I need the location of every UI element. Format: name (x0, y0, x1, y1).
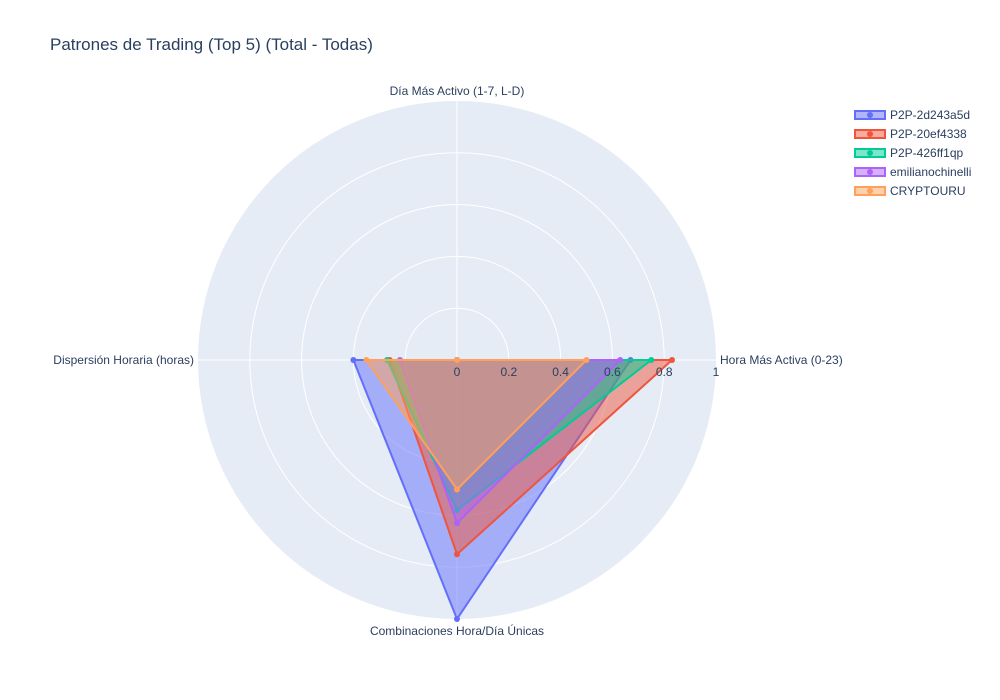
axis-label-dia: Día Más Activo (1-7, L-D) (390, 84, 525, 98)
data-point (454, 616, 460, 622)
legend-label: P2P-426ff1qp (890, 146, 963, 160)
legend-item[interactable]: emilianochinelli (854, 165, 971, 179)
legend-item[interactable]: P2P-20ef4338 (854, 127, 967, 141)
data-point (350, 357, 357, 363)
radial-tick-label: 0.4 (552, 365, 569, 379)
chart-title: Patrones de Trading (Top 5) (Total - Tod… (50, 35, 373, 54)
legend-marker (867, 169, 873, 175)
axis-label-hora: Hora Más Activa (0-23) (720, 353, 843, 367)
legend-item[interactable]: CRYPTOURU (854, 184, 966, 198)
data-point (454, 357, 460, 363)
legend-marker (867, 150, 873, 156)
series-CRYPTOURU (363, 357, 590, 493)
data-point (583, 357, 590, 363)
radial-tick-label: 0.6 (604, 365, 621, 379)
legend-label: CRYPTOURU (890, 184, 966, 198)
radial-ticks: 0 0.2 0.4 0.6 0.8 1 (454, 365, 720, 379)
data-point (617, 357, 624, 363)
data-point (669, 357, 675, 363)
legend-label: emilianochinelli (890, 165, 971, 179)
legend: P2P-2d243a5d P2P-20ef4338 P2P-426ff1qp emil… (854, 108, 971, 198)
angular-axis-labels: Día Más Activo (1-7, L-D) Hora Más Activ… (53, 84, 842, 638)
radial-tick-label: 0 (454, 365, 461, 379)
legend-marker (867, 188, 873, 194)
legend-item[interactable]: P2P-426ff1qp (854, 146, 963, 160)
series-layer (350, 357, 675, 622)
data-point (648, 357, 655, 363)
legend-label: P2P-20ef4338 (890, 127, 967, 141)
legend-marker (867, 131, 873, 137)
axis-label-dispersion: Dispersión Horaria (horas) (53, 353, 194, 367)
axis-label-combinaciones: Combinaciones Hora/Día Únicas (370, 623, 544, 638)
data-point (363, 357, 370, 363)
radial-tick-label: 1 (713, 365, 720, 379)
radial-tick-label: 0.2 (500, 365, 517, 379)
radial-tick-label: 0.8 (656, 365, 673, 379)
data-point (454, 551, 460, 558)
legend-marker (867, 112, 873, 118)
data-point (454, 520, 460, 527)
legend-item[interactable]: P2P-2d243a5d (854, 108, 970, 122)
legend-label: P2P-2d243a5d (890, 108, 970, 122)
data-point (454, 486, 460, 493)
